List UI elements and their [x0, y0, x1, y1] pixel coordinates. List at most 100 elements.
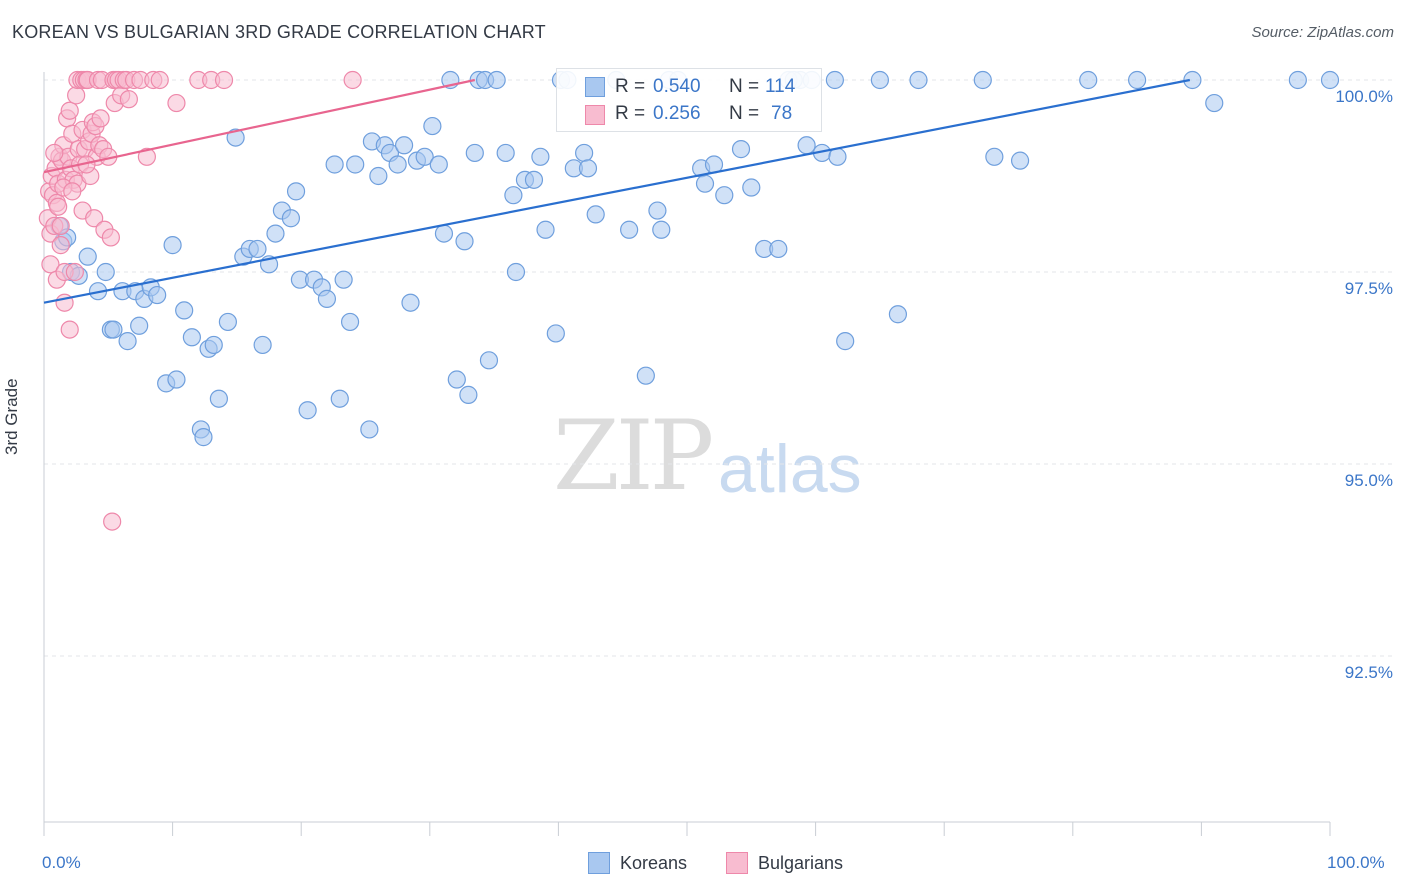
- korean-point: [298, 401, 317, 420]
- korean-r-label: R =: [615, 76, 646, 97]
- korean-point: [130, 316, 149, 335]
- bulgarian-point: [60, 101, 79, 120]
- korean-point: [828, 147, 847, 166]
- korean-point: [909, 70, 928, 90]
- correlation-legend: R = 0.540 N = 114 R = 0.256 N = 78: [556, 68, 822, 132]
- bulgarian-point: [65, 262, 84, 282]
- korean-point: [281, 209, 301, 228]
- korean-point: [317, 289, 337, 308]
- korean-point: [652, 220, 671, 239]
- korean-point: [340, 312, 360, 332]
- koreans-swatch: [588, 852, 610, 874]
- korean-point: [836, 332, 855, 351]
- korean-point: [1010, 151, 1030, 170]
- korean-point: [104, 320, 123, 339]
- bulgarian-point: [45, 143, 64, 163]
- korean-point: [325, 155, 344, 174]
- korean-point: [1320, 70, 1340, 90]
- korean-point: [248, 239, 267, 259]
- korean-point: [695, 174, 715, 193]
- korean-point: [78, 247, 97, 266]
- korean-point: [586, 205, 605, 224]
- bulgarian-point: [167, 93, 186, 113]
- korean-point: [423, 116, 442, 136]
- bulgarians-swatch: [726, 852, 748, 874]
- source-label: Source: ZipAtlas.com: [1251, 24, 1394, 41]
- bulgarian-point: [103, 512, 122, 531]
- legend-koreans: Koreans: [588, 852, 687, 874]
- korean-n-value: 114: [765, 76, 796, 97]
- korean-point: [531, 147, 550, 166]
- korean-point: [118, 332, 137, 351]
- korean-point: [985, 147, 1004, 166]
- bulgarian-point: [60, 320, 79, 339]
- korean-point: [769, 239, 788, 259]
- korean-point: [524, 170, 544, 189]
- korean-point: [1288, 70, 1307, 90]
- legend-bulgarians: Bulgarians: [726, 852, 843, 874]
- korean-point: [334, 270, 353, 289]
- bulgarian-point: [41, 255, 60, 274]
- bulgarian-point: [85, 209, 104, 228]
- korean-point: [96, 262, 115, 282]
- korean-point: [434, 224, 454, 243]
- bulgarian-point: [91, 109, 110, 128]
- y-tick-label: 97.5%: [1344, 279, 1393, 298]
- korean-point: [360, 420, 379, 439]
- korean-point: [429, 155, 448, 174]
- bulgarian-point: [214, 70, 234, 90]
- bulgarian-point: [101, 228, 120, 247]
- korean-point: [888, 305, 908, 324]
- chart-title: KOREAN VS BULGARIAN 3RD GRADE CORRELATIO…: [12, 22, 546, 42]
- korean-point: [459, 385, 478, 404]
- x-tick-label-max: 100.0%: [1327, 853, 1385, 872]
- korean-point: [447, 370, 466, 389]
- korean-point: [253, 335, 272, 355]
- watermark-atlas: atlas: [718, 431, 862, 507]
- bulgarians-label: Bulgarians: [758, 852, 844, 873]
- korean-point: [218, 312, 237, 332]
- bulgarian-point: [119, 90, 138, 109]
- korean-point: [742, 178, 761, 197]
- bulgarian-point: [49, 197, 68, 216]
- korean-point: [226, 128, 245, 147]
- korean-point: [163, 236, 182, 255]
- korean-point: [636, 366, 655, 385]
- korean-point: [286, 182, 306, 201]
- korean-point: [797, 136, 816, 155]
- korean-point: [415, 147, 434, 166]
- y-axis-label: 3rd Grade: [2, 378, 21, 455]
- korean-point: [388, 155, 407, 174]
- korean-point: [194, 428, 213, 447]
- korean-point: [346, 155, 365, 174]
- korean-point: [487, 70, 506, 90]
- korean-point: [330, 389, 349, 408]
- korean-point: [204, 335, 223, 355]
- korean-point: [175, 301, 194, 320]
- bulgarian-point: [63, 182, 82, 201]
- korean-point: [825, 70, 844, 90]
- watermark-zip: ZIP: [553, 400, 714, 512]
- bulgarian-legend-swatch: [585, 105, 605, 125]
- bulgarian-n-value: 78: [771, 103, 793, 124]
- korean-point: [1183, 70, 1202, 90]
- bulgarian-r-value: 0.256: [653, 103, 701, 124]
- korean-point: [182, 328, 201, 347]
- korean-point: [648, 201, 667, 220]
- korean-point: [496, 143, 515, 163]
- bulgarian-point: [51, 216, 70, 236]
- korean-point: [575, 143, 594, 163]
- bulgarian-point: [150, 70, 169, 90]
- bulgarian-point: [137, 147, 156, 166]
- bulgarian-n-label: N =: [729, 103, 760, 124]
- korean-point: [209, 389, 228, 408]
- bulgarian-point: [67, 86, 86, 105]
- y-tick-label: 100.0%: [1335, 87, 1393, 106]
- korean-point: [479, 351, 499, 370]
- korean-point: [973, 70, 992, 90]
- korean-point: [715, 186, 734, 205]
- korean-point: [620, 220, 639, 239]
- korean-point: [394, 136, 414, 155]
- korean-point: [465, 143, 484, 163]
- korean-point: [870, 70, 890, 90]
